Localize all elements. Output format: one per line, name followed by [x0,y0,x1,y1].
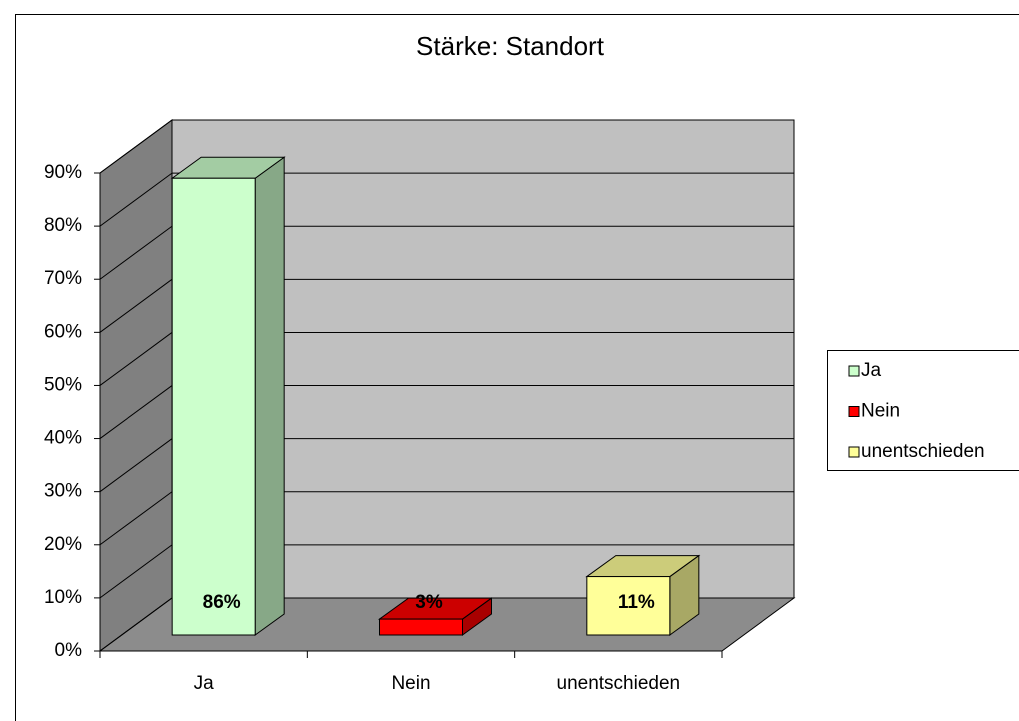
x-tick-label: Nein [391,673,430,694]
grid-line [99,278,173,333]
data-label: 11% [618,592,655,613]
legend-swatch [848,365,860,377]
data-label: 86% [203,592,241,613]
grid-line [99,225,173,280]
x-tick-label: Ja [194,673,215,694]
y-tick-label: 40% [44,428,82,449]
grid-line [99,438,173,493]
y-tick-label: 70% [44,268,82,289]
y-tick-label: 90% [44,162,82,183]
bar [379,618,463,636]
grid-line [99,597,173,652]
y-tick-label: 50% [44,374,82,395]
grid-line [99,332,173,386]
x-tick-label: unentschieden [557,673,681,694]
grid-line [99,119,173,174]
legend-label: Ja [861,360,882,381]
grid-line [99,491,173,546]
y-tick-label: 60% [44,321,82,342]
y-tick-label: 30% [44,481,82,502]
y-tick-label: 10% [44,587,82,608]
legend-label: Nein [861,401,900,422]
grid-line [99,172,173,227]
grid-line [99,544,173,599]
y-tick-label: 80% [44,215,82,236]
data-label: 3% [415,592,443,613]
legend-swatch [848,446,860,458]
chart-title: Stärke: Standort [416,31,605,61]
bar [171,177,256,636]
legend-swatch [848,406,860,417]
grid-line [99,385,173,439]
bar [586,576,671,636]
y-tick-label: 0% [55,640,83,661]
bar-side [254,156,285,636]
y-tick-label: 20% [44,534,82,555]
legend-label: unentschieden [861,441,985,462]
